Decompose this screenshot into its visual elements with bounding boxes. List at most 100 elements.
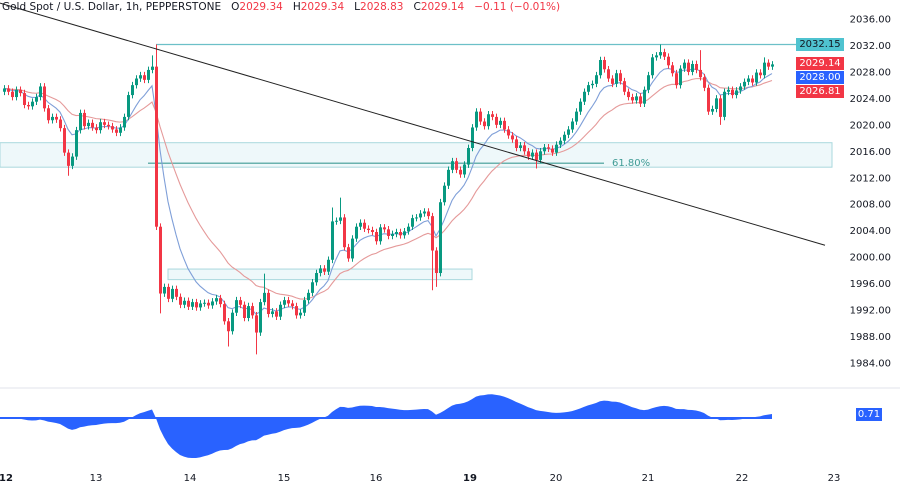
candle-body <box>595 75 598 84</box>
candle-body <box>347 247 350 259</box>
candle-body <box>447 169 450 186</box>
candle-body <box>171 288 174 299</box>
candle-body <box>247 306 250 318</box>
candle-body <box>679 68 682 86</box>
oscillator-area <box>4 394 772 458</box>
candle-body <box>175 288 178 297</box>
candle-body <box>739 86 742 91</box>
candle-body <box>35 97 38 102</box>
candle-body <box>79 112 82 131</box>
last-price-tag: 2029.14 <box>796 57 844 70</box>
candle-body <box>179 296 182 305</box>
candle-body <box>571 121 574 130</box>
x-tick-label: 21 <box>642 473 655 483</box>
candle-body <box>467 147 470 165</box>
candle-body <box>443 185 446 203</box>
candle-body <box>651 57 654 76</box>
candle-body <box>607 69 610 79</box>
horizontal-levels: 61.80% <box>148 43 832 169</box>
candle-body <box>299 312 302 316</box>
candle-body <box>483 121 486 127</box>
candle-body <box>723 91 726 117</box>
candle-body <box>459 169 462 175</box>
high-label: H <box>292 1 301 13</box>
candle-body <box>503 120 506 130</box>
candle-body <box>227 321 230 332</box>
candle-body <box>339 217 342 221</box>
candle-body <box>167 286 170 299</box>
candle-body <box>211 301 214 306</box>
x-tick-label: 12 <box>0 473 13 483</box>
x-tick-label: 22 <box>736 473 749 483</box>
close-value: 2029.14 <box>420 1 465 13</box>
open-value: 2029.34 <box>239 1 283 13</box>
price-axis[interactable]: 2036.00 2032.00 2028.00 2024.00 2020.00 2016.… <box>850 15 891 370</box>
candle-body <box>435 250 438 274</box>
candle-body <box>583 91 586 102</box>
candle-body <box>111 126 114 130</box>
candle-body <box>659 52 662 56</box>
candle-body <box>699 69 702 78</box>
candle-body <box>639 96 642 104</box>
candle-body <box>11 91 14 98</box>
candle-body <box>587 85 590 92</box>
candle-body <box>727 89 730 92</box>
candle-body <box>319 268 322 274</box>
candle-body <box>763 62 766 76</box>
candle-body <box>455 161 458 170</box>
candle-body <box>147 69 150 80</box>
candle-body <box>255 315 258 333</box>
candle-body <box>115 129 118 133</box>
candle-body <box>275 311 278 317</box>
candle-body <box>307 292 310 301</box>
candle-body <box>3 88 6 92</box>
candle-body <box>419 213 422 218</box>
candle-body <box>691 63 694 72</box>
candle-body <box>355 226 358 239</box>
candle-body <box>655 55 658 58</box>
candle-body <box>287 300 290 304</box>
candle-body <box>27 104 30 107</box>
candle-body <box>411 218 414 227</box>
candle-body <box>683 62 686 69</box>
chart-legend-header: Gold Spot / U.S. Dollar, 1h, PEPPERSTONE… <box>2 0 560 14</box>
y-tick-label: 2004.00 <box>850 226 891 237</box>
candle-body <box>711 108 714 112</box>
candle-body <box>243 304 246 318</box>
candle-body <box>67 152 70 166</box>
candle-body <box>551 148 554 153</box>
candle-body <box>471 127 474 148</box>
candle-body <box>423 211 426 214</box>
low-value: 2028.83 <box>360 1 404 13</box>
candle-body <box>427 211 430 217</box>
candle-body <box>363 222 366 229</box>
candle-body <box>47 108 50 121</box>
time-axis[interactable]: 12 13 14 15 16 19 20 21 22 23 <box>0 473 840 483</box>
x-tick-label: 14 <box>184 473 197 483</box>
candle-body <box>207 302 210 306</box>
candle-body <box>83 112 86 127</box>
trendline[interactable] <box>0 2 826 246</box>
candle-body <box>231 312 234 332</box>
trendline-line[interactable] <box>0 2 826 246</box>
open-label: O <box>231 1 240 13</box>
candle-body <box>719 98 722 117</box>
candle-body <box>563 134 566 141</box>
candle-body <box>43 86 46 109</box>
oscillator-value-tag: 0.71 <box>856 408 882 421</box>
candle-body <box>475 111 478 128</box>
candle-body <box>535 152 538 160</box>
candle-body <box>271 311 274 315</box>
change-value: −0.11 (−0.01%) <box>474 1 561 13</box>
close-label: C <box>413 1 421 13</box>
y-tick-label: 2012.00 <box>850 173 891 184</box>
candle-body <box>479 111 482 122</box>
candle-body <box>543 147 546 152</box>
candle-body <box>15 89 18 98</box>
candle-body <box>519 145 522 148</box>
y-tick-label: 2020.00 <box>850 120 891 131</box>
candle-body <box>195 302 198 308</box>
candle-body <box>143 75 146 80</box>
candle-body <box>187 300 190 307</box>
